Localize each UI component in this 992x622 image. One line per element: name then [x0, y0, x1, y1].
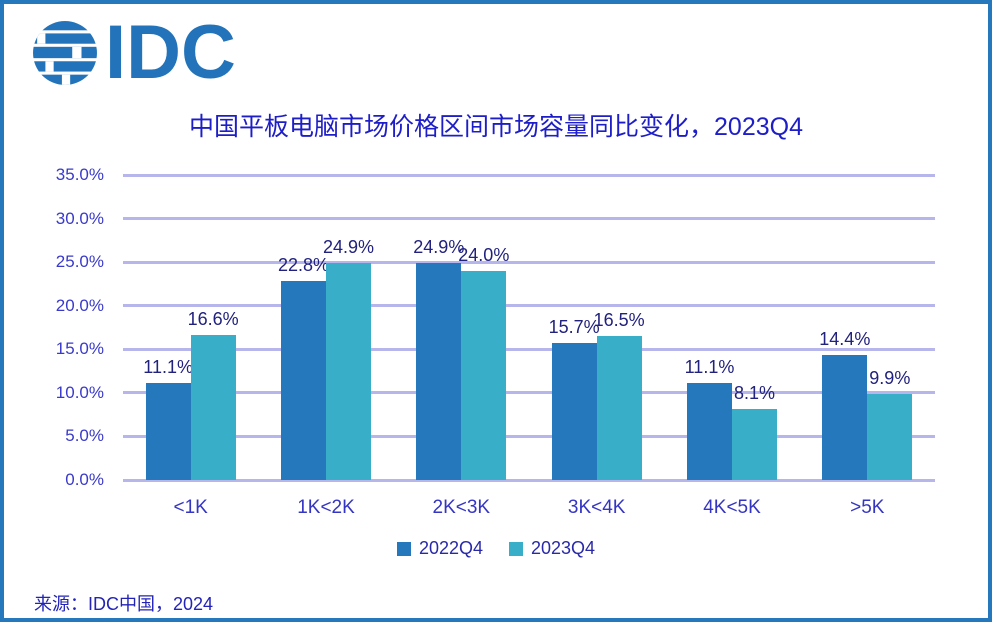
source-note: 来源：IDC中国，2024 [34, 594, 214, 614]
gridline [123, 391, 935, 395]
gridline [123, 304, 935, 308]
bar-value-label: 9.9% [869, 367, 911, 388]
legend-label: 2023Q4 [531, 538, 596, 558]
x-axis-category-label: 1K<2K [297, 497, 355, 518]
bar-group: 15.7% 16.5% 3K<4K [529, 175, 664, 518]
y-axis: 0.0% 5.0% 10.0% 15.0% 20.0% 25.0% 30.0% 35.0% [4, 165, 108, 489]
bar-value-label: 22.8% [277, 255, 330, 276]
chart-legend: 2022Q4 2023Q4 [4, 538, 988, 559]
x-axis-category-label: >5K [850, 497, 885, 518]
bar-value-label: 24.9% [322, 237, 375, 258]
bar-value-label: 14.4% [819, 328, 871, 349]
bar-group: 22.8% 24.9% 1K<2K [258, 175, 393, 518]
y-axis-tick-label: 20.0% [55, 295, 104, 315]
y-axis-tick-label: 5.0% [65, 426, 104, 446]
gridline [123, 347, 935, 351]
bar-2022q4 [145, 383, 191, 480]
bar-2023q4 [731, 409, 777, 480]
bar-2022q4 [686, 383, 732, 480]
bar-value-label: 11.1% [143, 357, 194, 378]
gridline [123, 260, 935, 264]
y-axis-tick-label: 25.0% [55, 252, 104, 272]
bar-value-label: 11.1% [684, 357, 735, 378]
idc-logo: IDC [32, 10, 236, 95]
bar-2023q4 [190, 335, 236, 480]
bar-group: 14.4% 9.9% >5K [800, 175, 935, 518]
bar-2023q4 [325, 263, 371, 480]
gridline [123, 434, 935, 438]
bar-group: 11.1% 16.6% <1K [123, 175, 258, 518]
bar-2022q4 [416, 263, 462, 480]
legend-item-2023q4: 2023Q4 [509, 538, 595, 559]
idc-globe-icon [33, 21, 97, 86]
x-axis-category-label: 2K<3K [432, 497, 491, 518]
x-axis-category-label: 3K<4K [567, 497, 626, 518]
y-axis-tick-label: 0.0% [65, 470, 104, 489]
bar-2023q4 [867, 393, 913, 480]
bar-2023q4 [596, 336, 642, 480]
idc-logo-text: IDC [105, 10, 236, 95]
bar-value-label: 24.0% [458, 244, 510, 265]
x-axis-line [123, 478, 935, 482]
gridline [123, 217, 935, 221]
bar-2022q4 [822, 354, 868, 480]
bar-group: 24.9% 24.0% 2K<3K [394, 175, 529, 518]
bar-2022q4 [280, 281, 326, 480]
legend-item-2022q4: 2022Q4 [396, 538, 483, 559]
bar-value-label: 8.1% [733, 383, 775, 404]
bar-value-label: 16.5% [593, 310, 645, 331]
legend-swatch [396, 541, 411, 556]
bar-value-label: 15.7% [548, 317, 600, 338]
bar-group: 11.1% 8.1% 4K<5K [664, 175, 799, 518]
chart-title: 中国平板电脑市场价格区间市场容量同比变化，2023Q4 [189, 113, 803, 141]
y-axis-tick-label: 30.0% [55, 208, 104, 228]
plot-area: 11.1% 16.6% <1K 22.8% 24.9% 1K<2K 24.9% 24.0% 2K… [123, 173, 935, 518]
bar-value-label: 24.9% [413, 237, 465, 258]
legend-label: 2022Q4 [418, 538, 483, 558]
y-axis-tick-label: 10.0% [55, 382, 104, 402]
bar-value-label: 16.6% [187, 309, 239, 330]
bar-2023q4 [461, 270, 507, 480]
y-axis-tick-label: 35.0% [55, 165, 104, 184]
bar-2022q4 [551, 343, 597, 480]
x-axis-category-label: <1K [173, 497, 208, 518]
x-axis-category-label: 4K<5K [703, 497, 761, 518]
legend-swatch [509, 541, 523, 556]
y-axis-tick-label: 15.0% [55, 339, 104, 359]
gridline [123, 173, 935, 177]
